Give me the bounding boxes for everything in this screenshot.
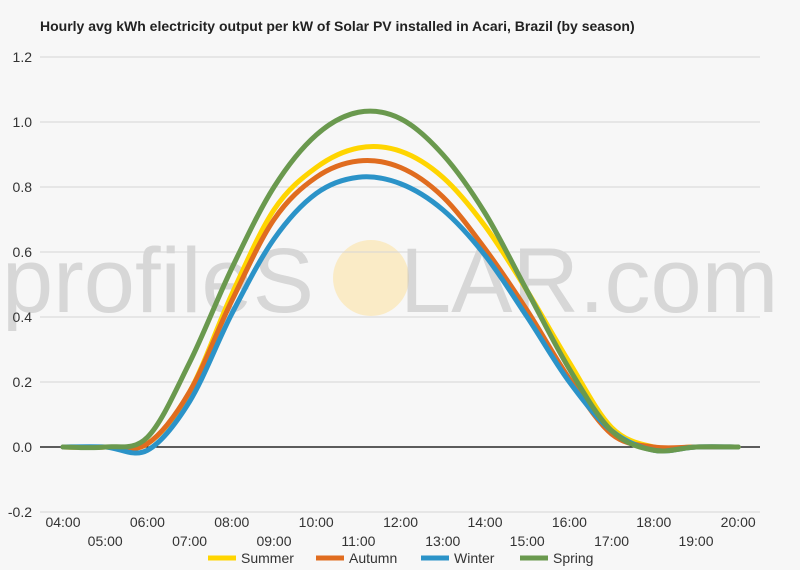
x-tick-label: 10:00 [299, 514, 334, 530]
watermark-text-left: profileS [2, 230, 314, 332]
x-tick-label: 12:00 [383, 514, 418, 530]
legend-label-autumn: Autumn [349, 550, 397, 566]
watermark-text-right: LAR.com [400, 230, 778, 332]
series-line-spring [60, 108, 741, 454]
legend-item-autumn: Autumn [316, 550, 397, 566]
chart-title: Hourly avg kWh electricity output per kW… [40, 18, 635, 34]
legend-item-spring: Spring [520, 550, 593, 566]
x-tick-label: 20:00 [721, 514, 756, 530]
x-tick-label: 14:00 [467, 514, 502, 530]
y-tick-label: 1.0 [13, 114, 33, 130]
x-tick-label: 17:00 [594, 533, 629, 549]
legend-label-spring: Spring [553, 550, 593, 566]
y-tick-label: 0.4 [13, 309, 33, 325]
x-tick-label: 13:00 [425, 533, 460, 549]
x-tick-label: 18:00 [636, 514, 671, 530]
legend-item-summer: Summer [208, 550, 294, 566]
y-tick-label: 0.8 [13, 179, 33, 195]
y-tick-label: 0.0 [13, 439, 33, 455]
x-tick-label: 06:00 [130, 514, 165, 530]
y-tick-label: 1.2 [13, 49, 33, 65]
y-tick-label: 0.6 [13, 244, 33, 260]
x-tick-label: 11:00 [341, 533, 375, 549]
x-tick-label: 08:00 [214, 514, 249, 530]
x-tick-label: 09:00 [256, 533, 291, 549]
x-tick-label: 16:00 [552, 514, 587, 530]
y-tick-label: 0.2 [13, 374, 33, 390]
x-tick-label: 04:00 [45, 514, 80, 530]
legend-item-winter: Winter [421, 550, 495, 566]
x-tick-label: 15:00 [510, 533, 545, 549]
watermark: profileS LAR.com [2, 230, 778, 332]
legend-label-winter: Winter [454, 550, 495, 566]
y-tick-label: -0.2 [8, 504, 32, 520]
x-tick-label: 05:00 [88, 533, 123, 549]
x-tick-label: 07:00 [172, 533, 207, 549]
legend-label-summer: Summer [241, 550, 294, 566]
x-tick-label: 19:00 [678, 533, 713, 549]
watermark-sun-icon [333, 240, 409, 316]
